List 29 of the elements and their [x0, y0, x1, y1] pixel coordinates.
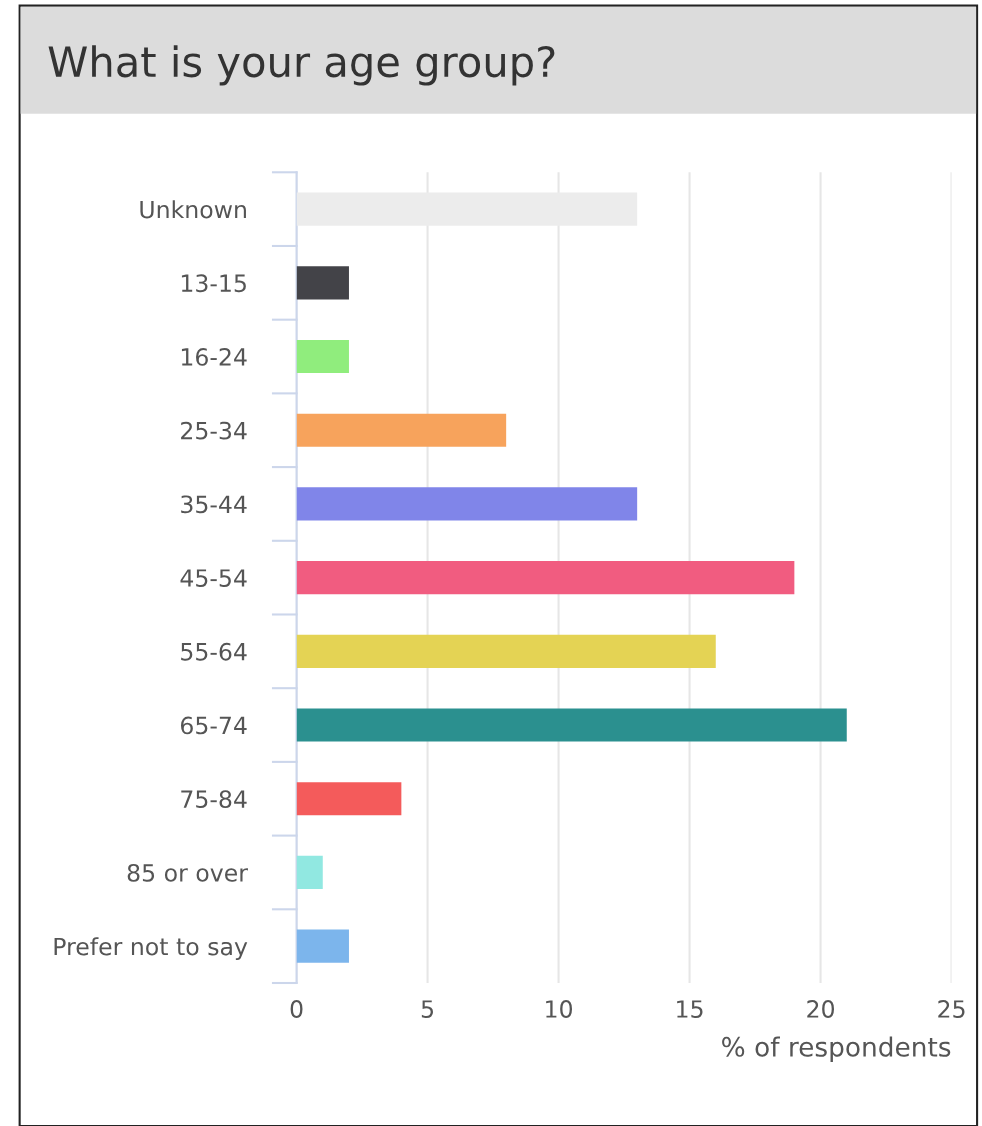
y-tick-label: Unknown	[140, 200, 246, 219]
bar	[296, 487, 638, 521]
y-tick-label: 55-64	[181, 642, 247, 661]
x-axis-title: % of respondents	[722, 1036, 951, 1062]
y-tick-label: 45-54	[180, 569, 247, 587]
x-tick-label: 25	[938, 1000, 965, 1018]
y-tick-label: 75-84	[181, 790, 247, 809]
bar	[296, 782, 402, 816]
bar	[296, 413, 507, 447]
bar	[296, 634, 716, 668]
bar	[296, 855, 323, 890]
bar	[296, 339, 349, 374]
bar	[296, 929, 349, 963]
bar	[296, 561, 795, 595]
x-tick-label: 10	[546, 1000, 573, 1018]
y-tick-label: Prefer not to say	[54, 937, 248, 961]
y-tick-label: 85 or over	[127, 863, 248, 882]
y-tick-label: 13-15	[181, 274, 246, 293]
x-tick-label: 20	[807, 1000, 835, 1018]
x-tick-label: 5	[421, 1000, 434, 1018]
y-tick-label: 25-34	[181, 421, 247, 440]
chart-title: What is your age group?	[48, 45, 555, 86]
bar	[296, 266, 349, 300]
y-tick-label: 65-74	[180, 716, 247, 735]
bar	[296, 708, 847, 742]
x-tick-label: 0	[290, 1000, 303, 1018]
y-tick-label: 16-24	[181, 347, 247, 366]
y-tick-label: 35-44	[181, 495, 247, 514]
x-tick-label: 15	[677, 1000, 703, 1018]
